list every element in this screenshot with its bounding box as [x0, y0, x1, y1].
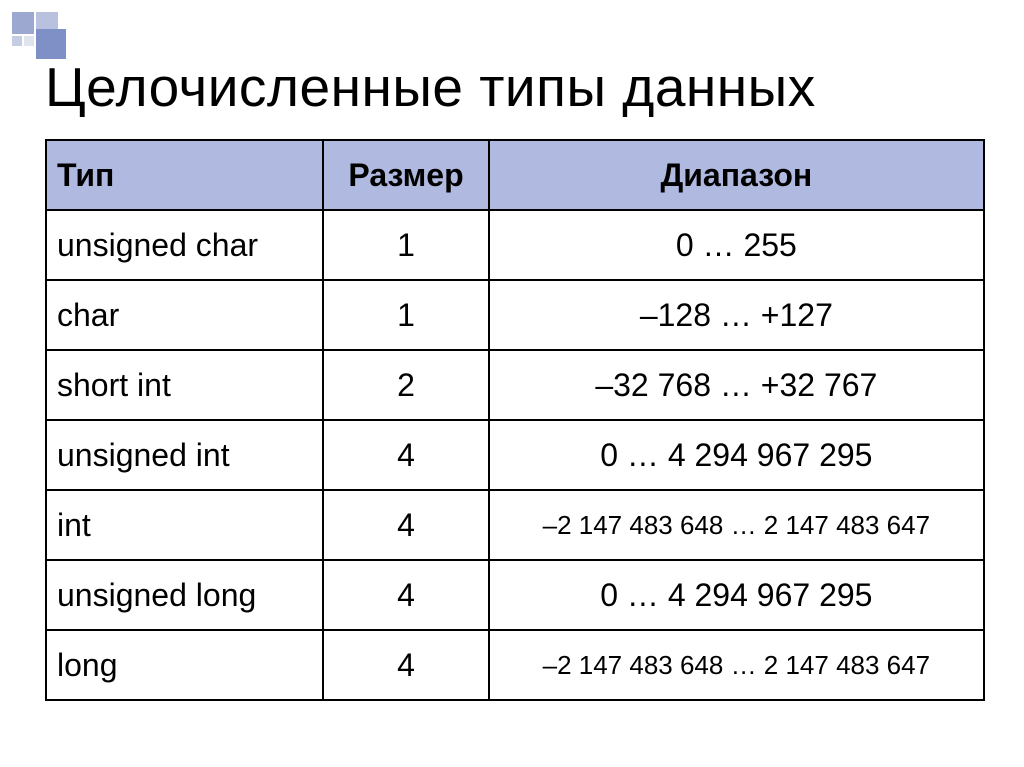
cell-range: –2 147 483 648 … 2 147 483 647: [489, 490, 984, 560]
table-row: long 4 –2 147 483 648 … 2 147 483 647: [46, 630, 984, 700]
cell-type: short int: [46, 350, 323, 420]
corner-decoration: [12, 12, 77, 52]
integer-types-table: Тип Размер Диапазон unsigned char 1 0 … …: [45, 139, 985, 701]
table-header-row: Тип Размер Диапазон: [46, 140, 984, 210]
col-header-type: Тип: [46, 140, 323, 210]
cell-type: unsigned int: [46, 420, 323, 490]
deco-square: [24, 36, 34, 46]
table-row: unsigned int 4 0 … 4 294 967 295: [46, 420, 984, 490]
deco-square: [36, 29, 66, 59]
page-title: Целочисленные типы данных: [45, 55, 984, 119]
table-row: unsigned char 1 0 … 255: [46, 210, 984, 280]
cell-size: 1: [323, 210, 488, 280]
cell-range: 0 … 4 294 967 295: [489, 560, 984, 630]
col-header-range: Диапазон: [489, 140, 984, 210]
cell-range: –2 147 483 648 … 2 147 483 647: [489, 630, 984, 700]
cell-range: 0 … 4 294 967 295: [489, 420, 984, 490]
table-row: short int 2 –32 768 … +32 767: [46, 350, 984, 420]
table-body: unsigned char 1 0 … 255 char 1 –128 … +1…: [46, 210, 984, 700]
deco-square: [12, 36, 22, 46]
slide-content: Целочисленные типы данных Тип Размер Диа…: [0, 0, 1024, 701]
cell-size: 1: [323, 280, 488, 350]
table-row: int 4 –2 147 483 648 … 2 147 483 647: [46, 490, 984, 560]
cell-type: int: [46, 490, 323, 560]
cell-range: –128 … +127: [489, 280, 984, 350]
cell-size: 4: [323, 490, 488, 560]
cell-size: 4: [323, 630, 488, 700]
table-row: unsigned long 4 0 … 4 294 967 295: [46, 560, 984, 630]
cell-size: 4: [323, 420, 488, 490]
cell-type: unsigned long: [46, 560, 323, 630]
col-header-size: Размер: [323, 140, 488, 210]
table-row: char 1 –128 … +127: [46, 280, 984, 350]
cell-type: unsigned char: [46, 210, 323, 280]
cell-size: 2: [323, 350, 488, 420]
cell-type: long: [46, 630, 323, 700]
cell-size: 4: [323, 560, 488, 630]
deco-square: [12, 12, 34, 34]
cell-range: –32 768 … +32 767: [489, 350, 984, 420]
cell-range: 0 … 255: [489, 210, 984, 280]
cell-type: char: [46, 280, 323, 350]
